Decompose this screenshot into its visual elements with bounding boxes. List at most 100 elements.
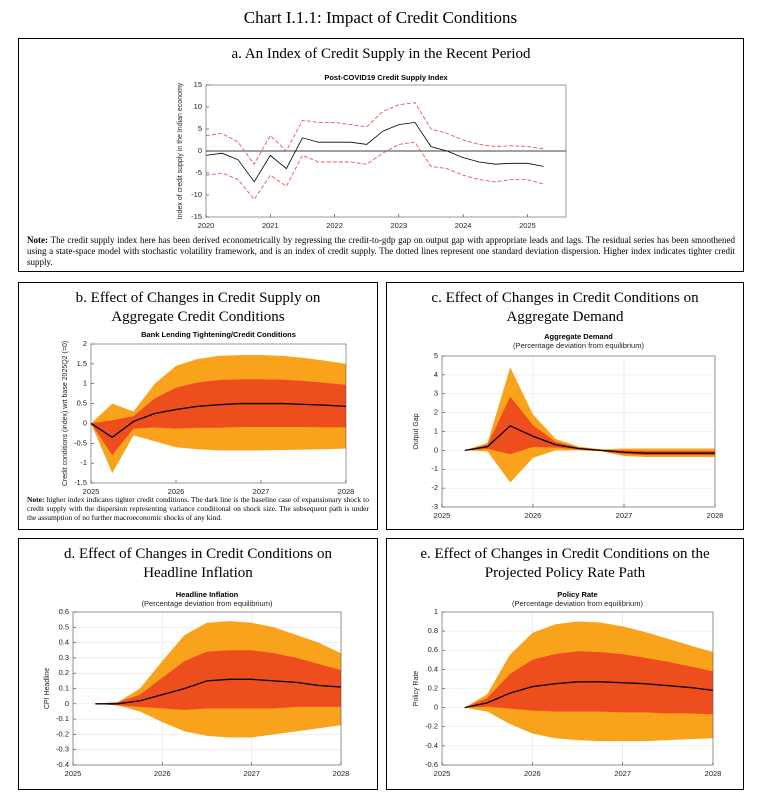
panel-title: b. Effect of Changes in Credit Supply on… [75, 290, 321, 325]
x-tick-label: 2027 [614, 769, 631, 778]
y-tick-label: 2 [83, 339, 87, 348]
y-tick-label: -15 [191, 212, 202, 221]
y-tick-label: -0.6 [425, 760, 438, 769]
x-tick-label: 2025 [65, 769, 82, 778]
y-tick-label: -10 [191, 190, 202, 199]
panel-title: a. An Index of Credit Supply in the Rece… [231, 46, 531, 62]
panel-title: d. Effect of Changes in Credit Condition… [63, 546, 333, 581]
y-tick-label: -5 [195, 168, 202, 177]
center-line [95, 678, 342, 705]
x-tick-label: 2025 [83, 487, 100, 495]
x-tick-label: 2028 [333, 769, 350, 778]
y-tick-label: 0 [83, 418, 87, 427]
y-tick-label: -0.3 [56, 745, 69, 754]
y-tick-label: 3 [434, 389, 438, 398]
x-tick-label: 2021 [262, 221, 279, 230]
x-tick-label: 2024 [455, 221, 472, 230]
y-tick-label: 0 [198, 146, 202, 155]
y-tick-label: 1 [83, 379, 87, 388]
x-tick-label: 2023 [391, 221, 408, 230]
chart-title: Headline Inflation [176, 590, 239, 599]
plot-frame [441, 611, 714, 766]
fan-band [91, 379, 346, 456]
y-tick-label: 0.6 [59, 607, 69, 616]
x-tick-label: 2027 [616, 511, 633, 520]
x-tick-label: 2026 [154, 769, 171, 778]
y-axis-label: CPI Headline [44, 668, 51, 709]
x-tick-label: 2028 [705, 769, 722, 778]
y-axis-label: Index of credit supply in the Indian eco… [177, 82, 184, 219]
plot-frame [72, 611, 342, 766]
y-tick-label: 0.4 [428, 664, 438, 673]
x-tick-label: 2028 [338, 487, 355, 495]
plot-frame [205, 84, 567, 218]
chart: -1.5 -1 -0.5 0 0.5 1 1.5 2 2025 2026 2027 2028 Bank … [62, 330, 355, 495]
y-tick-label: 0.5 [77, 399, 87, 408]
fan-band [464, 651, 713, 715]
note-label: Note: [27, 235, 48, 245]
panel-title: c. Effect of Changes in Credit Condition… [431, 290, 699, 325]
x-tick-label: 2028 [707, 511, 724, 520]
figure-title: Chart I.1.1: Impact of Credit Conditions [243, 8, 518, 27]
y-tick-label: 0.2 [428, 683, 438, 692]
panel-b: b. Effect of Changes in Credit Supply on… [18, 282, 378, 530]
y-tick-label: 0.2 [59, 668, 69, 677]
x-tick-label: 2027 [253, 487, 270, 495]
chart: -15 -10 -5 0 5 10 15 2020 2021 2022 2023 2024 2025 Po… [177, 73, 567, 230]
note-text: higher index indicates tighter credit co… [27, 495, 370, 522]
y-tick-label: 1 [434, 426, 438, 435]
y-tick-label: 0 [65, 699, 69, 708]
series-line [205, 121, 544, 183]
panel-c: c. Effect of Changes in Credit Condition… [386, 282, 744, 530]
center-line [90, 402, 347, 439]
y-tick-label: -0.2 [425, 722, 438, 731]
fan-band [464, 396, 715, 456]
y-tick-label: -1.5 [74, 478, 87, 487]
y-tick-label: 0.3 [59, 653, 69, 662]
chart-title: Policy Rate [557, 590, 597, 599]
chart-subtitle: (Percentage deviation from equilibrium) [512, 599, 643, 608]
y-tick-label: 0 [434, 445, 438, 454]
y-tick-label: -0.2 [56, 729, 69, 738]
y-axis-label: Output Gap [413, 413, 420, 449]
panel-e: e. Effect of Changes in Credit Condition… [386, 538, 744, 790]
y-tick-label: -0.5 [74, 438, 87, 447]
y-tick-label: 5 [198, 124, 202, 133]
y-tick-label: -1 [431, 464, 438, 473]
y-tick-label: -3 [431, 502, 438, 511]
note: Note: higher index indicates tighter cre… [27, 495, 369, 522]
y-tick-label: 0.6 [428, 645, 438, 654]
panel-d: d. Effect of Changes in Credit Condition… [18, 538, 378, 790]
y-tick-label: 15 [194, 80, 202, 89]
x-tick-label: 2025 [434, 511, 451, 520]
chart-subtitle: (Percentage deviation from equilibrium) [513, 341, 644, 350]
y-tick-label: 1 [434, 607, 438, 616]
y-axis-label: Policy Rate [413, 671, 420, 707]
note-label: Note: [27, 495, 45, 504]
chart-subtitle: (Percentage deviation from equilibrium) [142, 599, 273, 608]
panel-title: e. Effect of Changes in Credit Condition… [420, 546, 710, 581]
y-tick-label: 2 [434, 408, 438, 417]
x-tick-label: 2026 [168, 487, 185, 495]
x-tick-label: 2020 [198, 221, 215, 230]
y-axis-label: Credit conditions (index) wrt base 2025Q… [62, 341, 69, 486]
chart-title: Aggregate Demand [544, 332, 613, 341]
chart: -0.6 -0.4 -0.2 0 0.2 0.4 0.6 0.8 1 2025 2026 2027 20… [413, 590, 722, 778]
panel-a: a. An Index of Credit Supply in the Rece… [18, 38, 744, 272]
center-line [464, 681, 714, 709]
y-tick-label: -0.4 [56, 760, 69, 769]
y-tick-label: -1 [80, 458, 87, 467]
chart-title: Post-COVID19 Credit Supply Index [324, 73, 448, 82]
center-line [464, 425, 715, 454]
chart: -0.4 -0.3 -0.2 -0.1 0 0.1 0.2 0.3 0.4 0.5 0.6 2025 2… [44, 590, 350, 778]
y-tick-label: 0.1 [59, 683, 69, 692]
y-tick-label: -2 [431, 483, 438, 492]
x-tick-label: 2025 [519, 221, 536, 230]
y-tick-label: -0.4 [425, 741, 438, 750]
y-tick-label: 0.8 [428, 626, 438, 635]
chart: -3 -2 -1 0 1 2 3 4 5 2025 2026 2027 2028 Aggregate De… [413, 332, 724, 520]
series-line [205, 141, 544, 201]
chart-title: Bank Lending Tightening/Credit Condition… [141, 330, 296, 339]
y-tick-label: 10 [194, 102, 202, 111]
